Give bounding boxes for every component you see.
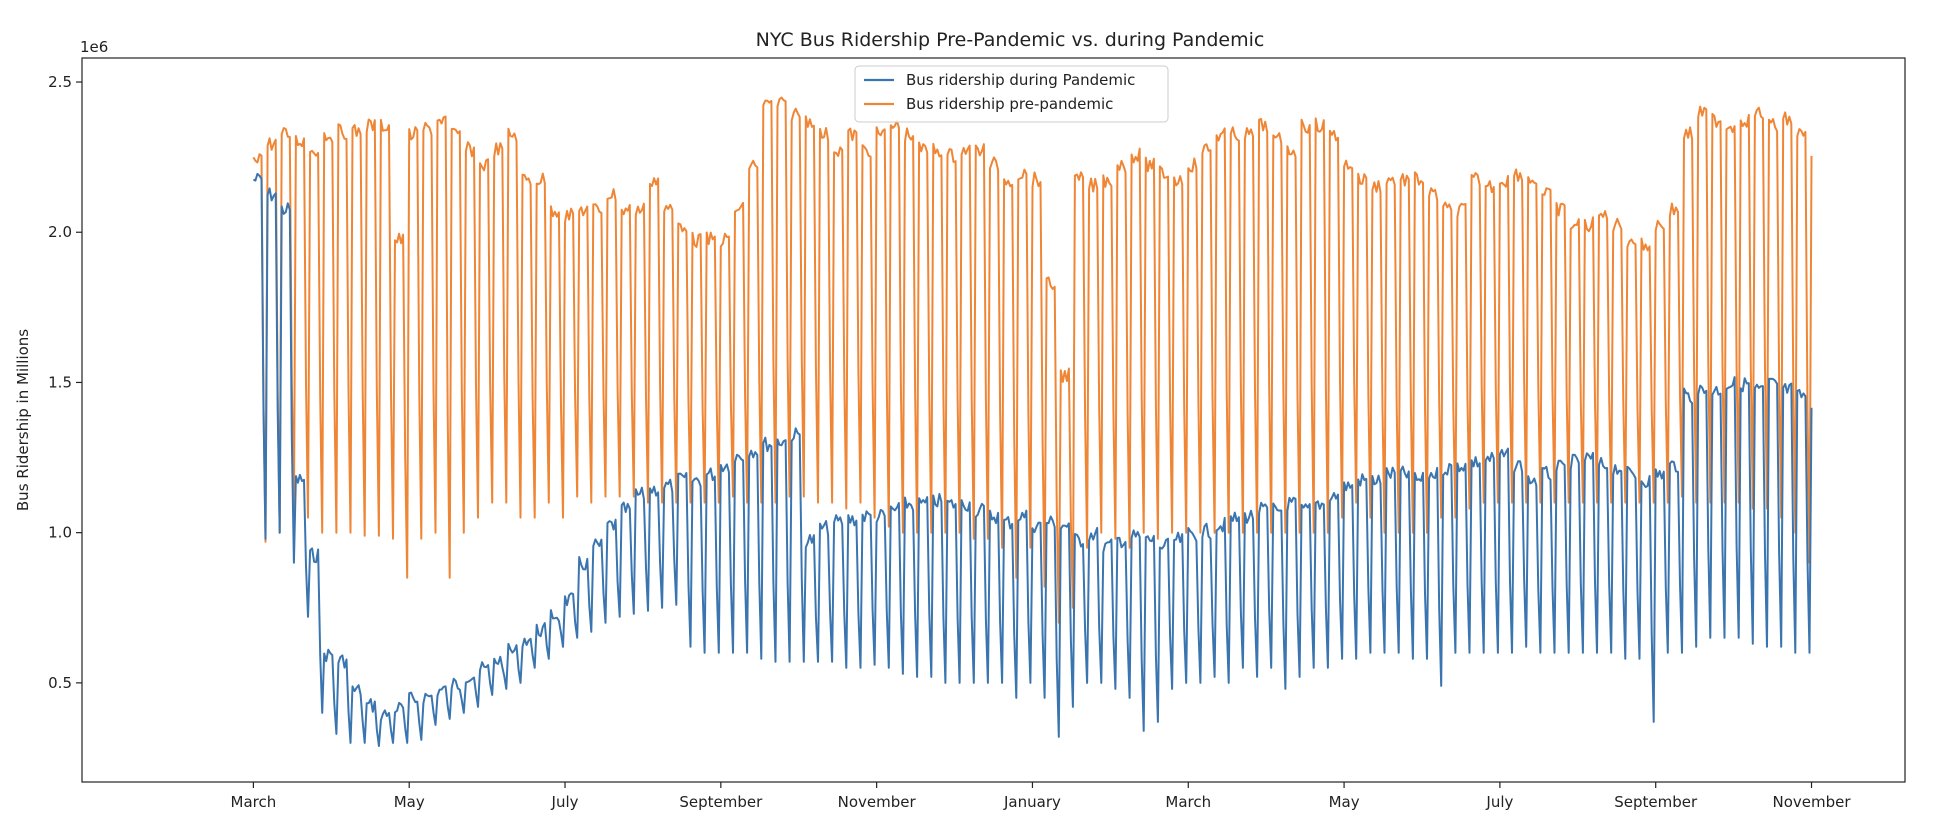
series-line-pre-pandemic xyxy=(252,96,1813,624)
legend: Bus ridership during Pandemic Bus riders… xyxy=(854,65,1169,123)
x-tick-label: May xyxy=(1329,793,1360,811)
x-tick-label: January xyxy=(1003,793,1061,811)
x-tick-label: March xyxy=(231,793,277,811)
chart-title: NYC Bus Ridership Pre-Pandemic vs. durin… xyxy=(756,29,1265,51)
series-line-pandemic xyxy=(252,172,1813,747)
x-axis: March May July September November January Marc… xyxy=(231,782,1851,811)
x-tick-label: March xyxy=(1165,793,1211,811)
y-tick-label: 1.5 xyxy=(48,373,72,391)
x-tick-label: September xyxy=(1614,793,1698,811)
x-tick-label: July xyxy=(1485,793,1513,811)
x-tick-label: November xyxy=(1772,793,1851,811)
plot-frame xyxy=(81,57,1906,783)
legend-label-pandemic: Bus ridership during Pandemic xyxy=(906,71,1135,89)
x-tick-label: November xyxy=(838,793,917,811)
legend-label-pre-pandemic: Bus ridership pre-pandemic xyxy=(906,95,1113,113)
x-tick-label: May xyxy=(394,793,425,811)
x-tick-label: July xyxy=(551,793,579,811)
series-layer xyxy=(252,96,1813,747)
y-tick-label: 1.0 xyxy=(48,524,72,542)
x-tick-label: September xyxy=(679,793,763,811)
y-tick-label: 0.5 xyxy=(48,674,72,692)
y-axis: 0.5 1.0 1.5 2.0 2.5 xyxy=(48,73,82,692)
y-axis-label: Bus Ridership in Millions xyxy=(14,329,32,511)
y-offset-label: 1e6 xyxy=(80,38,108,56)
y-tick-label: 2.0 xyxy=(48,223,72,241)
legend-box xyxy=(854,65,1169,123)
y-tick-label: 2.5 xyxy=(48,73,72,91)
plot-area xyxy=(81,57,1906,783)
